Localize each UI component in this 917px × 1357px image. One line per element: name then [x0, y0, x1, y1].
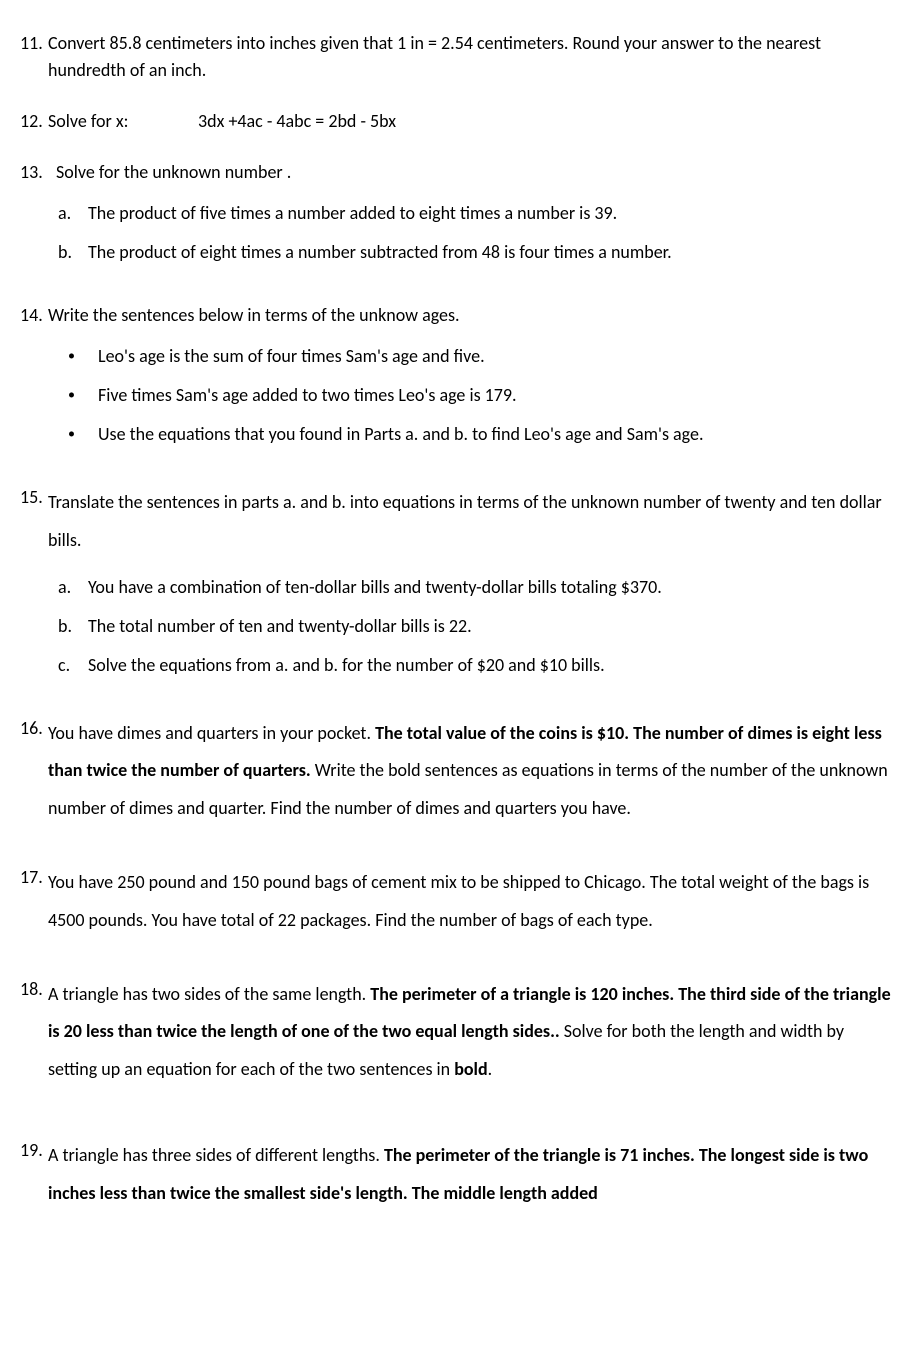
text-pre: You have dimes and quarters in your pock…: [48, 722, 375, 744]
problem-body: You have dimes and quarters in your pock…: [48, 715, 897, 828]
sub-content: The total number of ten and twenty-dolla…: [88, 613, 897, 640]
sub-item-a: a. You have a combination of ten-dollar …: [58, 574, 897, 601]
bullet-content: Use the equations that you found in Part…: [98, 421, 897, 448]
problem-18: 18. A triangle has two sides of the same…: [20, 976, 897, 1089]
bullet-item: • Five times Sam's age added to two time…: [68, 382, 897, 409]
problem-body: A triangle has two sides of the same len…: [48, 976, 897, 1089]
sub-list: a. The product of five times a number ad…: [20, 200, 897, 266]
problem-12: 12. Solve for x: 3dx +4ac - 4abc = 2bd -…: [20, 108, 897, 135]
equation: 3dx +4ac - 4abc = 2bd - 5bx: [198, 108, 396, 135]
problem-14: 14. Write the sentences below in terms o…: [20, 302, 897, 448]
bullet-icon: •: [68, 421, 98, 448]
text-post: .: [488, 1058, 493, 1080]
sub-item-c: c. Solve the equations from a. and b. fo…: [58, 652, 897, 679]
sub-list: a. You have a combination of ten-dollar …: [20, 574, 897, 679]
bullet-item: • Use the equations that you found in Pa…: [68, 421, 897, 448]
problem-body: A triangle has three sides of different …: [48, 1137, 897, 1213]
problem-body: You have 250 pound and 150 pound bags of…: [48, 864, 897, 940]
text-pre: A triangle has three sides of different …: [48, 1144, 384, 1166]
problem-body: Solve for the unknown number .: [56, 159, 897, 186]
problem-number: 14.: [20, 302, 48, 329]
sub-content: The product of eight times a number subt…: [88, 239, 897, 266]
problem-text: 12. Solve for x: 3dx +4ac - 4abc = 2bd -…: [20, 108, 897, 135]
problem-text: 11. Convert 85.8 centimeters into inches…: [20, 30, 897, 84]
sub-letter: a.: [58, 200, 88, 227]
problem-19: 19. A triangle has three sides of differ…: [20, 1137, 897, 1213]
problem-text: 14. Write the sentences below in terms o…: [20, 302, 897, 329]
problem-16: 16. You have dimes and quarters in your …: [20, 715, 897, 828]
problem-number: 15.: [20, 484, 48, 560]
sub-item-a: a. The product of five times a number ad…: [58, 200, 897, 227]
sub-content: Solve the equations from a. and b. for t…: [88, 652, 897, 679]
problem-text: 18. A triangle has two sides of the same…: [20, 976, 897, 1089]
sub-letter: c.: [58, 652, 88, 679]
sub-item-b: b. The total number of ten and twenty-do…: [58, 613, 897, 640]
problem-15: 15. Translate the sentences in parts a. …: [20, 484, 897, 679]
problem-number: 18.: [20, 976, 48, 1089]
problem-text: 19. A triangle has three sides of differ…: [20, 1137, 897, 1213]
problem-text: 15. Translate the sentences in parts a. …: [20, 484, 897, 560]
sub-letter: b.: [58, 239, 88, 266]
problem-number: 13.: [20, 159, 56, 186]
text-bold2: bold: [454, 1058, 487, 1080]
problem-body: Translate the sentences in parts a. and …: [48, 484, 897, 560]
bullet-content: Leo's age is the sum of four times Sam's…: [98, 343, 897, 370]
bullet-icon: •: [68, 343, 98, 370]
bullet-item: • Leo's age is the sum of four times Sam…: [68, 343, 897, 370]
problem-body: Convert 85.8 centimeters into inches giv…: [48, 30, 897, 84]
problem-text: 13. Solve for the unknown number .: [20, 159, 897, 186]
problem-text: 16. You have dimes and quarters in your …: [20, 715, 897, 828]
problem-17: 17. You have 250 pound and 150 pound bag…: [20, 864, 897, 940]
sub-letter: b.: [58, 613, 88, 640]
problem-number: 19.: [20, 1137, 48, 1213]
sub-item-b: b. The product of eight times a number s…: [58, 239, 897, 266]
sub-letter: a.: [58, 574, 88, 601]
problem-text: 17. You have 250 pound and 150 pound bag…: [20, 864, 897, 940]
problem-number: 11.: [20, 30, 48, 84]
problem-11: 11. Convert 85.8 centimeters into inches…: [20, 30, 897, 84]
text-pre: A triangle has two sides of the same len…: [48, 983, 370, 1005]
problem-13: 13. Solve for the unknown number . a. Th…: [20, 159, 897, 266]
problem-number: 12.: [20, 108, 48, 135]
solve-label: Solve for x:: [48, 108, 198, 135]
bullet-content: Five times Sam's age added to two times …: [98, 382, 897, 409]
sub-content: The product of five times a number added…: [88, 200, 897, 227]
problem-number: 17.: [20, 864, 48, 940]
problem-number: 16.: [20, 715, 48, 828]
bullet-list: • Leo's age is the sum of four times Sam…: [20, 343, 897, 448]
bullet-icon: •: [68, 382, 98, 409]
problem-body: Write the sentences below in terms of th…: [48, 302, 897, 329]
sub-content: You have a combination of ten-dollar bil…: [88, 574, 897, 601]
